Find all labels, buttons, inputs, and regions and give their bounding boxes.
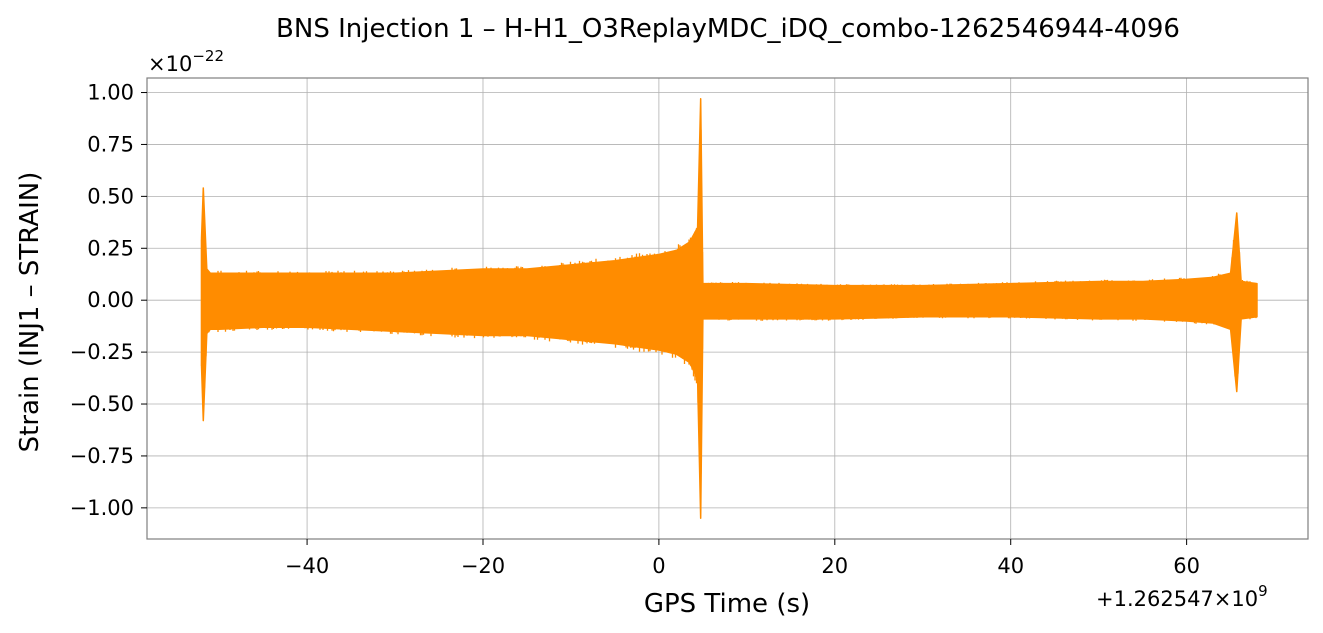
plot-area bbox=[200, 98, 1258, 519]
y-tick-label: 0.25 bbox=[87, 236, 134, 260]
x-offset-base: +1.262547×10 bbox=[1096, 587, 1258, 611]
y-scale-multiplier: ×10−22 bbox=[148, 47, 224, 76]
y-tick-label: 0.50 bbox=[87, 184, 134, 208]
y-tick-label: 0.75 bbox=[87, 132, 134, 156]
y-tick-label: 0.00 bbox=[87, 288, 134, 312]
x-tick-label: −40 bbox=[285, 554, 329, 578]
x-tick-label: 0 bbox=[652, 554, 665, 578]
y-tick-label: 1.00 bbox=[87, 81, 134, 105]
y-scale-base: ×10 bbox=[148, 52, 192, 76]
y-tick-label: −1.00 bbox=[70, 496, 134, 520]
y-tick-label: −0.50 bbox=[70, 392, 134, 416]
y-scale-exponent: −22 bbox=[192, 47, 224, 65]
y-axis-label: Strain (INJ1 – STRAIN) bbox=[15, 172, 45, 453]
x-offset-label: +1.262547×109 bbox=[1096, 582, 1268, 611]
x-tick-label: 40 bbox=[997, 554, 1024, 578]
strain-oscillation bbox=[200, 129, 1257, 474]
x-axis-ticks: −40 −20 0 20 40 60 bbox=[285, 539, 1200, 578]
x-offset-exponent: 9 bbox=[1258, 582, 1268, 600]
x-tick-label: −20 bbox=[461, 554, 505, 578]
axes-frame bbox=[146, 77, 1309, 540]
y-tick-label: −0.25 bbox=[70, 340, 134, 364]
y-axis-ticks: 1.00 0.75 0.50 0.25 0.00 −0.25 −0.50 −0.75 −1.00 bbox=[70, 81, 147, 520]
x-tick-label: 20 bbox=[821, 554, 848, 578]
x-tick-label: 60 bbox=[1173, 554, 1200, 578]
chart-title: BNS Injection 1 – H-H1_O3ReplayMDC_iDQ_c… bbox=[276, 14, 1180, 44]
x-axis-label: GPS Time (s) bbox=[644, 589, 810, 619]
y-tick-label: −0.75 bbox=[70, 444, 134, 468]
